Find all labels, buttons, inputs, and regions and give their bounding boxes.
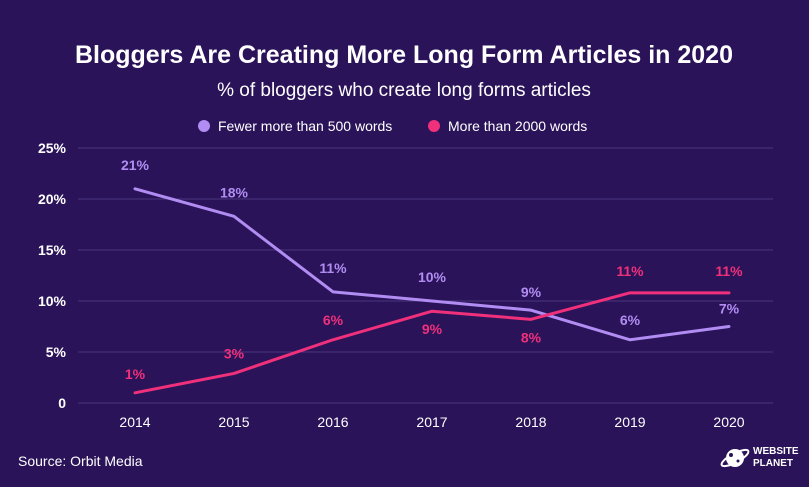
website-planet-logo-icon	[720, 448, 750, 468]
data-label: 6%	[620, 312, 641, 328]
x-tick-label: 2014	[119, 414, 150, 430]
data-label: 1%	[125, 366, 146, 382]
data-label: 7%	[719, 301, 740, 317]
legend: Fewer more than 500 words More than 2000 …	[198, 118, 587, 134]
y-tick-label: 20%	[38, 191, 67, 207]
data-label: 11%	[715, 263, 743, 279]
y-tick-label: 15%	[38, 242, 67, 258]
data-label: 11%	[319, 260, 347, 276]
x-tick-label: 2019	[614, 414, 645, 430]
y-tick-label: 10%	[38, 293, 67, 309]
data-label: 3%	[224, 345, 245, 361]
x-tick-label: 2017	[416, 414, 447, 430]
legend-label: Fewer more than 500 words	[218, 118, 392, 134]
brand-line-2: PLANET	[753, 458, 793, 469]
brand-line-1: WEBSITE	[753, 446, 799, 457]
data-label: 11%	[616, 263, 644, 279]
y-tick-label: 5%	[46, 344, 67, 360]
chart-subtitle: % of bloggers who create long forms arti…	[217, 80, 591, 101]
series-layer	[133, 187, 731, 395]
x-tick-label: 2018	[515, 414, 546, 430]
data-label: 9%	[521, 284, 542, 300]
x-tick-label: 2016	[317, 414, 348, 430]
data-label: 21%	[121, 157, 150, 173]
data-label: 18%	[220, 184, 249, 200]
legend-marker	[428, 120, 440, 132]
y-axis: 0 5% 10% 15% 20% 25%	[38, 140, 67, 411]
legend-label: More than 2000 words	[448, 118, 587, 134]
data-label: 6%	[323, 312, 344, 328]
website-planet-logo: WEBSITE PLANET	[720, 446, 799, 469]
data-label: 9%	[422, 321, 443, 337]
x-tick-label: 2020	[713, 414, 744, 430]
x-tick-label: 2015	[218, 414, 249, 430]
legend-marker	[198, 120, 210, 132]
series-line-0	[133, 187, 731, 342]
source-text: Source: Orbit Media	[18, 453, 143, 469]
y-tick-label: 0	[58, 395, 66, 411]
y-tick-label: 25%	[38, 140, 67, 156]
data-label: 10%	[418, 269, 447, 285]
data-label: 8%	[521, 329, 542, 345]
data-labels: 21% 18% 11% 10% 9% 6% 7% 1% 3% 6% 9% 8% 11% 11%	[121, 157, 743, 382]
x-axis: 2014 2015 2016 2017 2018 2019 2020	[119, 414, 744, 430]
series-line-1	[133, 291, 731, 395]
chart-title: Bloggers Are Creating More Long Form Art…	[75, 41, 733, 69]
